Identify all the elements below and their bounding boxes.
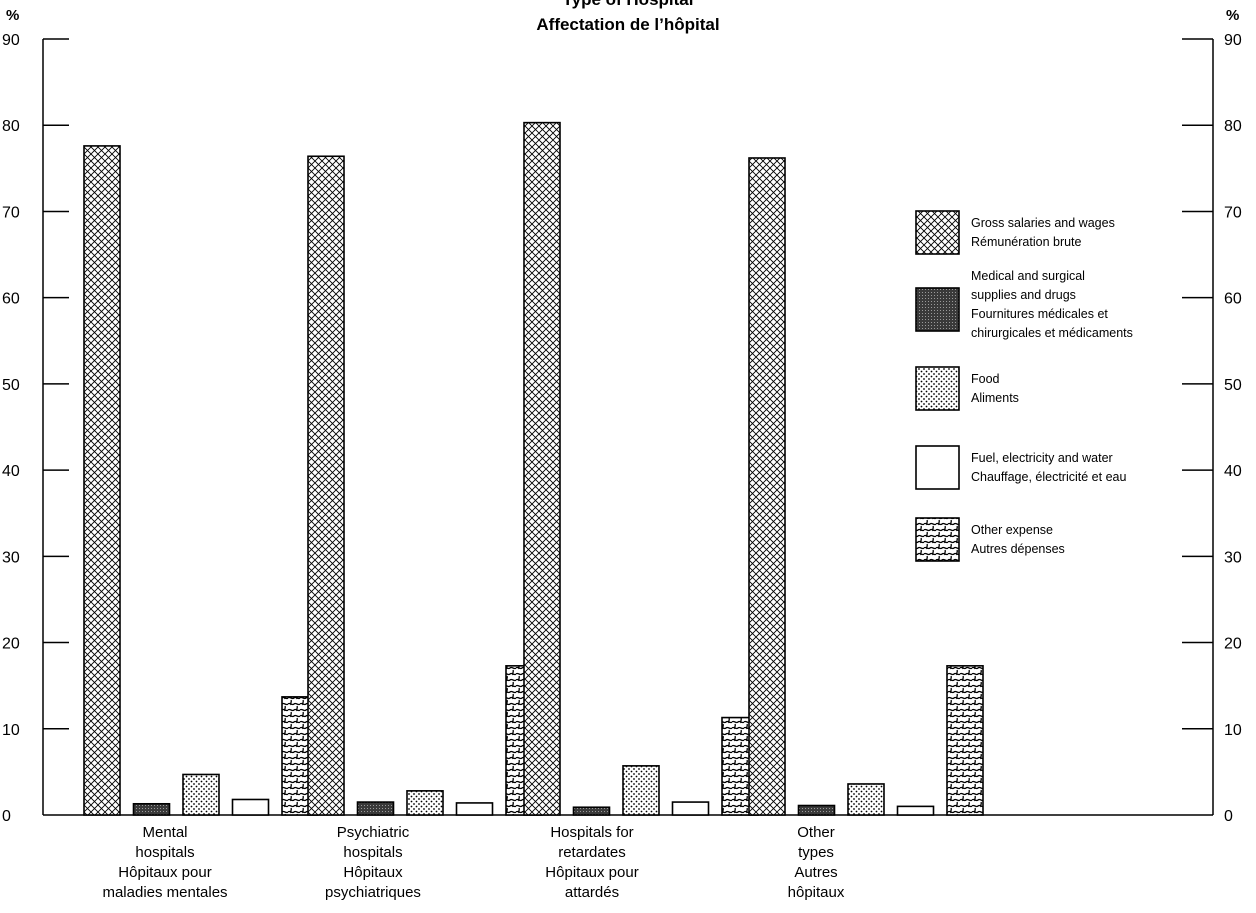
category-label: Hospitals for [550, 824, 633, 841]
bar-dark-3 [572, 806, 611, 816]
legend: Gross salaries and wages Rémunération bru… [915, 210, 1133, 562]
y-tick-label-right: 30 [1224, 549, 1242, 566]
bar-white-3 [671, 801, 710, 816]
y-tick-label-left: 20 [2, 636, 20, 653]
category-label: Hôpitaux pour [118, 864, 211, 881]
y-tick-label-right: 80 [1224, 118, 1242, 135]
bar-crosshatch-4 [748, 157, 786, 816]
legend-label: Other expense [971, 523, 1053, 537]
legend-label: Rémunération brute [971, 235, 1082, 249]
y-unit-label-right: % [1226, 7, 1239, 24]
bar-white-1 [231, 798, 270, 816]
y-tick-label-left: 30 [2, 549, 20, 566]
legend-swatch-squiggle [915, 517, 960, 562]
bar-dark-4 [797, 804, 836, 816]
legend-label: Aliments [971, 391, 1019, 405]
y-tick-label-left: 80 [2, 118, 20, 135]
legend-swatch-dots [915, 366, 960, 411]
bar-dots-2 [406, 790, 444, 816]
category-label: attardés [565, 884, 619, 901]
legend-label: supplies and drugs [971, 288, 1076, 302]
legend-label: Chauffage, électricité et eau [971, 470, 1126, 484]
legend-label: Gross salaries and wages [971, 216, 1115, 230]
category-label: Autres [794, 864, 837, 881]
y-tick-label-right: 0 [1224, 808, 1233, 825]
y-tick-label-right: 10 [1224, 722, 1242, 739]
y-tick-label-left: 90 [2, 32, 20, 49]
category-label: Other [797, 824, 835, 841]
legend-swatch-crosshatch [915, 210, 960, 255]
y-tick-label-right: 40 [1224, 463, 1242, 480]
y-tick-label-right: 70 [1224, 204, 1242, 221]
category-label: hospitals [343, 844, 402, 861]
chart-title: Type of Hospital Affectation de l’hôpita… [536, 0, 719, 34]
y-tick-label-left: 0 [2, 808, 11, 825]
chart-title-line-1: Type of Hospital [563, 0, 694, 9]
y-tick-label-right: 50 [1224, 377, 1242, 394]
y-tick-label-right: 20 [1224, 636, 1242, 653]
axes: % % 0 0 10 10 20 20 30 30 40 40 50 50 60 60 70 70 80 80 90 90 [2, 7, 1242, 825]
chart-title-line-2: Affectation de l’hôpital [536, 15, 719, 34]
category-label: maladies mentales [102, 884, 227, 901]
bar-squiggle-4 [946, 665, 984, 816]
y-tick-label-right: 90 [1224, 32, 1242, 49]
category-label: Mental [142, 824, 187, 841]
legend-label: Fuel, electricity and water [971, 451, 1113, 465]
category-label: retardates [558, 844, 626, 861]
y-tick-label-left: 10 [2, 722, 20, 739]
category-label: Psychiatric [337, 824, 410, 841]
bar-dark-2 [356, 801, 395, 816]
y-unit-label-left: % [6, 7, 19, 24]
legend-swatch-dark [915, 287, 960, 332]
legend-label: chirurgicales et médicaments [971, 326, 1133, 340]
bar-crosshatch-2 [307, 155, 345, 816]
category-label: Hôpitaux pour [545, 864, 638, 881]
y-tick-label-left: 60 [2, 291, 20, 308]
legend-label: Fournitures médicales et [971, 307, 1108, 321]
category-label: types [798, 844, 834, 861]
bar-dark-1 [132, 802, 171, 816]
legend-label: Food [971, 372, 1000, 386]
bars [83, 121, 984, 816]
category-label: psychiatriques [325, 884, 421, 901]
y-tick-label-left: 40 [2, 463, 20, 480]
category-label: Hôpitaux [343, 864, 403, 881]
category-label: hospitals [135, 844, 194, 861]
legend-label: Autres dépenses [971, 542, 1065, 556]
bar-dots-4 [847, 783, 885, 816]
legend-swatch-white [915, 445, 960, 490]
category-label: hôpitaux [788, 884, 845, 901]
bar-crosshatch-1 [83, 145, 121, 816]
category-labels: Mental hospitals Hôpitaux pour maladies men… [102, 824, 844, 901]
legend-label: Medical and surgical [971, 269, 1085, 283]
bar-dots-3 [622, 765, 660, 816]
y-tick-label-left: 50 [2, 377, 20, 394]
y-tick-label-right: 60 [1224, 291, 1242, 308]
bar-dots-1 [182, 773, 220, 816]
y-tick-label-left: 70 [2, 204, 20, 221]
bar-white-2 [455, 802, 494, 816]
bar-crosshatch-3 [523, 121, 561, 816]
bar-white-4 [896, 805, 935, 816]
